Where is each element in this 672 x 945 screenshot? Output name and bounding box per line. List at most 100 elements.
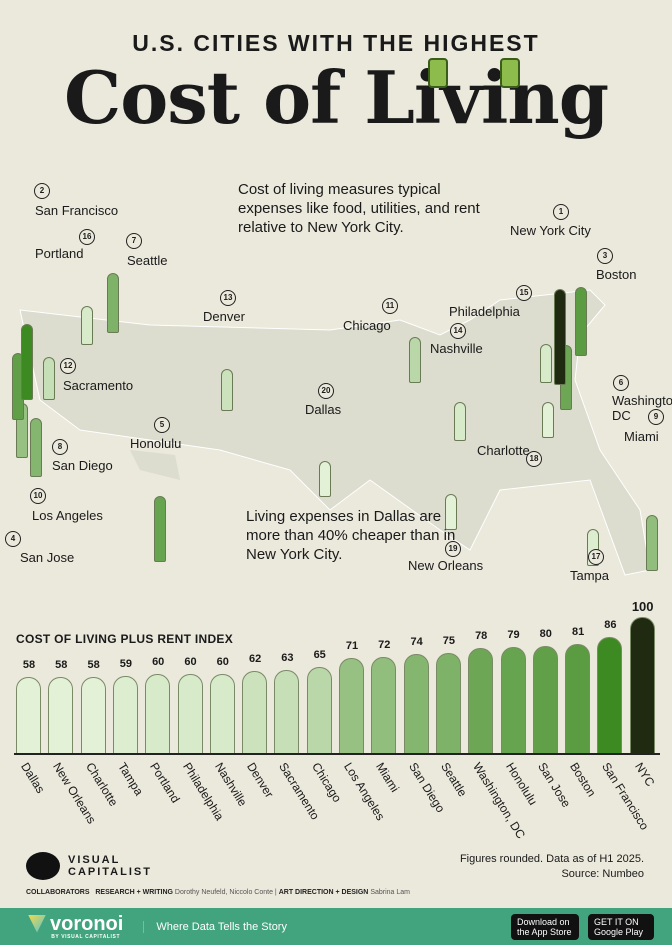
city-label: Seattle bbox=[127, 253, 168, 268]
voronoi-icon bbox=[28, 914, 46, 933]
city-label: San Jose bbox=[20, 550, 75, 565]
bar-value: 60 bbox=[216, 656, 229, 669]
city-label: Dallas bbox=[305, 402, 342, 417]
city-label: Tampa bbox=[570, 568, 610, 583]
city-label: New Orleans bbox=[408, 558, 484, 573]
rank-badge: 6 bbox=[613, 375, 629, 391]
rank-badge: 4 bbox=[5, 531, 21, 547]
index-bar bbox=[565, 644, 591, 753]
city-bar bbox=[221, 369, 233, 411]
bar-value: 74 bbox=[410, 636, 423, 649]
city-label: Miami bbox=[624, 429, 659, 444]
index-bar bbox=[16, 677, 41, 753]
index-bar bbox=[274, 669, 300, 753]
city-bar bbox=[21, 324, 33, 400]
category-label: Miami bbox=[373, 760, 403, 795]
city-bar bbox=[542, 402, 554, 438]
money-can-icon bbox=[500, 58, 520, 88]
index-bar bbox=[306, 667, 332, 753]
rank-badge: 9 bbox=[648, 409, 664, 425]
index-bar bbox=[532, 645, 558, 753]
city-bar bbox=[30, 418, 42, 477]
bar-value: 58 bbox=[87, 659, 100, 672]
index-bar bbox=[629, 617, 655, 753]
category-label: Tampa bbox=[115, 760, 146, 798]
city-label: Honolulu bbox=[130, 436, 182, 451]
category-label: Portland bbox=[147, 760, 183, 806]
chart-title: COST OF LIVING PLUS RENT INDEX bbox=[16, 632, 234, 646]
city-label: San Francisco bbox=[35, 203, 119, 218]
bar-value: 59 bbox=[119, 657, 133, 670]
city-bar bbox=[43, 356, 55, 400]
city-bar bbox=[575, 287, 587, 356]
rank-badge: 19 bbox=[445, 541, 461, 557]
category-label: Denver bbox=[244, 760, 277, 801]
bar-value: 79 bbox=[507, 629, 520, 642]
city-bar bbox=[445, 494, 457, 530]
category-label: Seattle bbox=[438, 760, 470, 800]
collaborators: COLLABORATORS RESEARCH + WRITING Dorothy… bbox=[26, 889, 411, 896]
rank-badge: 1 bbox=[553, 204, 569, 220]
rank-badge: 10 bbox=[30, 488, 46, 504]
rank-badge: 16 bbox=[79, 229, 95, 245]
rank-badge: 13 bbox=[220, 290, 236, 306]
google-play-button[interactable]: GET IT ON Google Play bbox=[588, 914, 654, 940]
city-label: Washington, DC bbox=[612, 393, 672, 423]
rank-badge: 15 bbox=[516, 285, 532, 301]
city-label: Denver bbox=[203, 309, 245, 324]
app-store-button[interactable]: Download on the App Store bbox=[511, 914, 579, 940]
bar-value: 72 bbox=[378, 639, 391, 652]
category-label: Chicago bbox=[308, 760, 345, 805]
brand-subtitle: BY VISUAL CAPITALIST bbox=[51, 933, 121, 940]
bar-value: 78 bbox=[475, 630, 488, 643]
rank-badge: 17 bbox=[588, 549, 604, 565]
index-bar bbox=[242, 671, 268, 753]
city-label: Sacramento bbox=[63, 378, 134, 393]
rank-badge: 5 bbox=[154, 417, 170, 433]
city-label: Los Angeles bbox=[32, 508, 103, 523]
index-bar bbox=[339, 658, 364, 753]
visual-capitalist-logo: VISUAL CAPITALIST bbox=[26, 852, 152, 880]
bar-value: 58 bbox=[22, 659, 36, 672]
city-bar bbox=[554, 289, 566, 385]
rank-badge: 8 bbox=[52, 439, 68, 455]
city-bar bbox=[454, 402, 466, 441]
bar-value: 63 bbox=[281, 651, 294, 664]
page-title: Cost of Living bbox=[63, 55, 609, 140]
rank-badge: 7 bbox=[126, 233, 142, 249]
voronoi-logo[interactable]: voronoi BY VISUAL CAPITALIST bbox=[28, 914, 123, 940]
index-bar bbox=[80, 677, 106, 753]
intro-text: Cost of living measures typical expenses… bbox=[238, 181, 480, 236]
baseline bbox=[14, 753, 660, 755]
city-bar bbox=[154, 496, 166, 562]
brand-name: voronoi bbox=[50, 912, 124, 935]
bar-value: 71 bbox=[345, 640, 359, 653]
tagline: Where Data Tells the Story bbox=[143, 920, 287, 933]
city-label: Portland bbox=[35, 246, 84, 261]
bar-value: 60 bbox=[184, 656, 197, 669]
index-bar bbox=[177, 674, 203, 753]
city-label: Nashville bbox=[430, 341, 483, 356]
city-label: New York City bbox=[510, 223, 591, 238]
bar-value: 62 bbox=[248, 653, 262, 666]
rank-badge: 11 bbox=[382, 298, 398, 314]
source-note: Figures rounded. Data as of H1 2025. Sour… bbox=[459, 853, 644, 880]
city-label: San Diego bbox=[52, 458, 113, 473]
city-bar bbox=[540, 344, 552, 383]
index-bar bbox=[209, 674, 235, 753]
index-bar bbox=[435, 652, 461, 753]
city-bar bbox=[646, 515, 658, 571]
city-bar bbox=[409, 337, 421, 383]
bar-value: 58 bbox=[55, 659, 68, 672]
bar-value: 100 bbox=[631, 599, 654, 614]
rank-badge: 3 bbox=[597, 248, 613, 264]
money-can-icon bbox=[428, 58, 448, 88]
bar-value: 86 bbox=[604, 619, 617, 632]
index-bar bbox=[597, 637, 623, 753]
supertitle: U.S. CITIES WITH THE HIGHEST bbox=[132, 30, 540, 56]
city-bar bbox=[81, 306, 93, 345]
index-bar bbox=[500, 647, 526, 753]
index-bar bbox=[48, 677, 74, 753]
category-label: Dallas bbox=[18, 760, 48, 796]
city-label: Philadelphia bbox=[449, 304, 520, 319]
